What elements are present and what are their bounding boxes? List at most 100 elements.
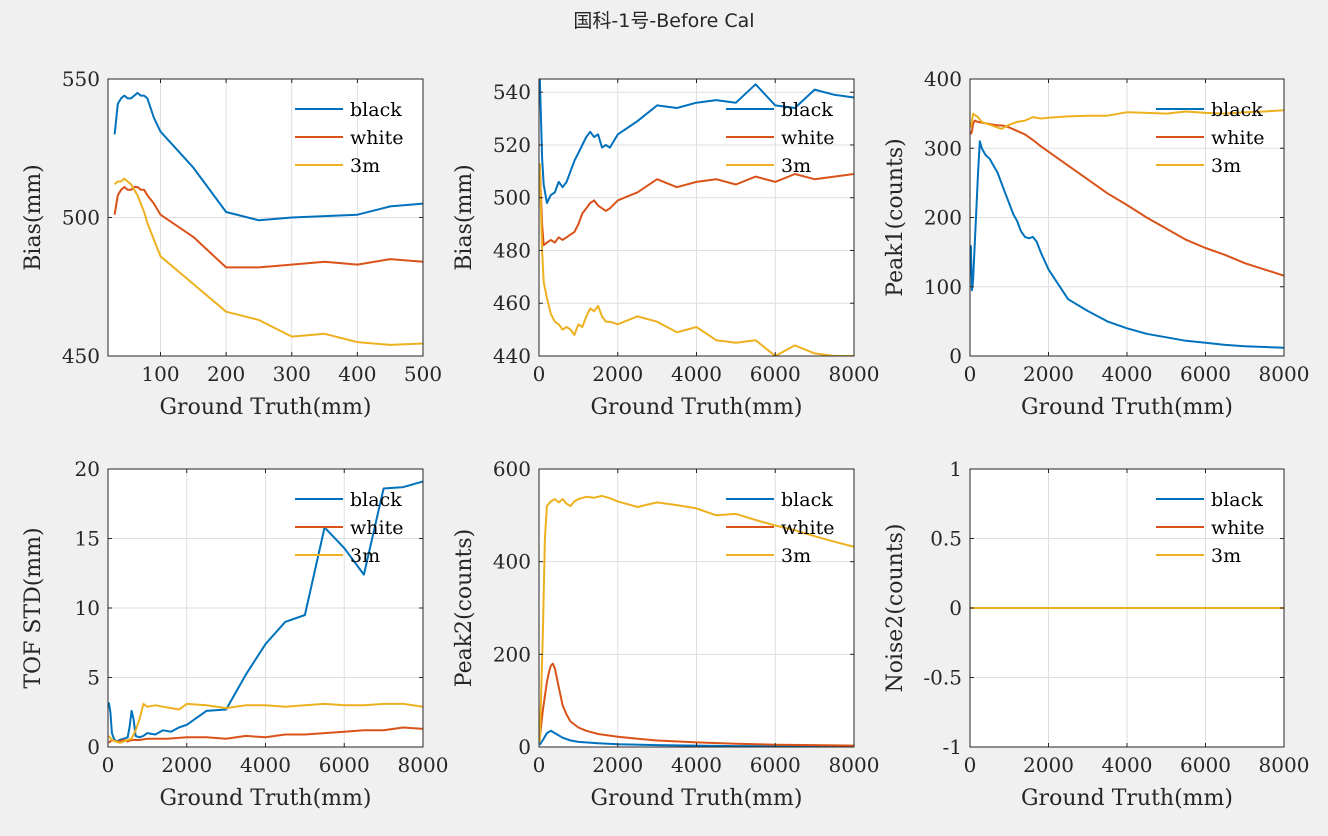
x-axis-label: Ground Truth(mm): [1021, 786, 1233, 811]
legend: black white 3m: [295, 99, 403, 177]
legend-label-black: black: [350, 99, 402, 121]
series-line-3m: [539, 494, 854, 743]
series-line-3m: [108, 702, 423, 744]
x-axis-label: Ground Truth(mm): [590, 786, 802, 811]
legend-label-black: black: [350, 489, 402, 511]
y-tick-label: 400: [924, 67, 962, 91]
y-tick-label: 10: [75, 596, 100, 620]
y-axis-label: Noise2(counts): [883, 523, 908, 692]
y-tick-label: 300: [924, 136, 962, 160]
subplot-5: 0 2000 4000 6000 8000 0 200 400 600 Ground Truth(…: [452, 457, 879, 811]
y-tick-label: 100: [924, 275, 962, 299]
x-tick-label: 4000: [1102, 753, 1153, 777]
y-tick-label: 5: [87, 666, 100, 690]
series-line-black: [970, 140, 1284, 349]
y-tick-label: 0: [949, 344, 962, 368]
x-tick-label: 4000: [671, 362, 722, 386]
y-tick-label: 15: [75, 527, 100, 551]
series-line-black: [108, 480, 423, 743]
y-tick-label: -1: [943, 735, 962, 759]
y-tick-label: 500: [62, 206, 100, 230]
y-tick-label: 500: [493, 186, 531, 210]
x-tick-label: 0: [964, 753, 977, 777]
x-tick-label: 8000: [1259, 362, 1310, 386]
subplot-3: 0 2000 4000 6000 8000 0 100 200 300 400 Ground Tru…: [883, 67, 1309, 420]
x-tick-label: 6000: [1180, 362, 1231, 386]
y-tick-label: 1: [949, 457, 962, 481]
y-axis-label: Peak2(counts): [452, 529, 477, 687]
legend: black white 3m: [1156, 99, 1264, 177]
subplot-1: 100 200 300 400 500 450 500 550 Ground Truth(mm)…: [21, 67, 442, 420]
x-axis-label: Ground Truth(mm): [159, 395, 371, 420]
x-tick-label: 2000: [161, 753, 212, 777]
x-axis-label: Ground Truth(mm): [1021, 395, 1233, 420]
series-group: [108, 480, 423, 744]
x-tick-label: 6000: [750, 362, 801, 386]
y-tick-label: 200: [924, 206, 962, 230]
y-tick-label: 450: [62, 344, 100, 368]
x-tick-label: 300: [273, 362, 311, 386]
x-axis-label: Ground Truth(mm): [159, 786, 371, 811]
legend-label-white: white: [1211, 127, 1264, 149]
legend-label-white: white: [781, 517, 834, 539]
legend-label-3m: 3m: [781, 155, 811, 177]
series-group: [113, 91, 423, 346]
legend-label-3m: 3m: [350, 545, 380, 567]
legend-label-white: white: [350, 127, 403, 149]
y-tick-label: 480: [493, 238, 531, 262]
x-tick-label: 0: [102, 753, 115, 777]
series-line-white: [108, 726, 423, 744]
y-tick-label: 20: [75, 457, 100, 481]
series-line-black: [539, 729, 854, 747]
y-axis-label: Peak1(counts): [883, 138, 908, 296]
series-line-black: [539, 79, 854, 204]
legend-label-black: black: [781, 99, 833, 121]
legend-label-black: black: [1211, 489, 1263, 511]
legend: black white 3m: [1156, 489, 1264, 567]
y-tick-label: 550: [62, 67, 100, 91]
y-tick-label: 460: [493, 291, 531, 315]
series-line-white: [539, 163, 854, 247]
legend: black white 3m: [726, 489, 834, 567]
legend-label-3m: 3m: [1211, 155, 1241, 177]
y-tick-label: 440: [493, 344, 531, 368]
legend-label-white: white: [1211, 517, 1264, 539]
y-tick-label: 0: [87, 735, 100, 759]
subplot-4: 0 2000 4000 6000 8000 0 5 10 15 20 Ground Truth(mm…: [21, 457, 448, 811]
legend-label-3m: 3m: [350, 155, 380, 177]
subplot-6: 0 2000 4000 6000 8000 -1 -0.5 0 0.5 1 Ground Truth…: [883, 457, 1309, 811]
series-group: [539, 79, 854, 356]
y-tick-label: 200: [493, 642, 531, 666]
x-tick-label: 0: [533, 362, 546, 386]
x-tick-label: 500: [404, 362, 442, 386]
series-line-3m: [113, 177, 423, 346]
y-tick-label: 0: [518, 735, 531, 759]
x-tick-label: 8000: [1259, 753, 1310, 777]
x-tick-label: 8000: [398, 753, 449, 777]
series-line-3m: [539, 163, 854, 356]
y-tick-label: 600: [493, 457, 531, 481]
legend-label-3m: 3m: [1211, 545, 1241, 567]
x-tick-label: 8000: [829, 753, 880, 777]
series-group: [970, 109, 1284, 349]
x-tick-label: 400: [338, 362, 376, 386]
x-tick-label: 2000: [1023, 753, 1074, 777]
legend-label-white: white: [350, 517, 403, 539]
series-line-3m: [970, 109, 1284, 130]
y-tick-label: 540: [493, 80, 531, 104]
subplot-2: 0 2000 4000 6000 8000 440 460 480 500 520 540 Groun…: [452, 78, 880, 420]
x-tick-label: 2000: [592, 362, 643, 386]
y-tick-label: -0.5: [923, 666, 962, 690]
legend-label-black: black: [781, 489, 833, 511]
x-tick-label: 100: [141, 362, 179, 386]
x-tick-label: 6000: [750, 753, 801, 777]
legend: black white 3m: [295, 489, 403, 567]
x-tick-label: 2000: [1023, 362, 1074, 386]
y-tick-label: 0: [949, 596, 962, 620]
series-group: [539, 494, 854, 747]
x-tick-label: 8000: [829, 362, 880, 386]
series-line-black: [113, 91, 423, 222]
y-tick-label: 520: [493, 133, 531, 157]
x-tick-label: 0: [533, 753, 546, 777]
